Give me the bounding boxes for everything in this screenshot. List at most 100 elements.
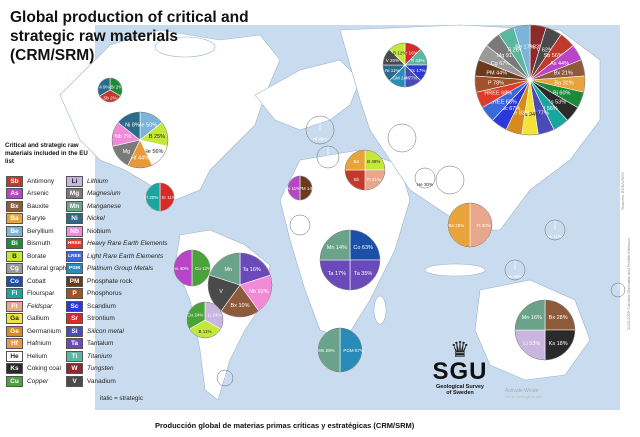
legend-swatch: V <box>66 375 83 387</box>
indonesia-landmass <box>424 263 486 277</box>
pie-label: Sb <box>353 177 359 182</box>
legend-label: Platinum Group Metals <box>87 265 154 272</box>
credits-note: 2023-2025 Carolina Gkionakis and Fredrik… <box>626 238 631 330</box>
pie-label: Si 77% <box>531 111 549 117</box>
pie-label: W 83% <box>526 44 544 50</box>
legend-label: Scandium <box>87 302 116 310</box>
legend-swatch: Fl <box>6 288 23 299</box>
legend-item-lree: LREE Light Rare Earth Elements <box>66 250 163 262</box>
activate-windows-line1: Activate Windo <box>505 388 539 394</box>
legend-swatch: Sc <box>66 300 83 312</box>
pie-label: Hf 49% <box>313 137 328 142</box>
legend-label: Manganese <box>87 202 121 210</box>
pie-outline <box>435 165 465 195</box>
pie-label: Cg 67% <box>491 61 511 67</box>
legend-swatch: Be <box>6 225 23 237</box>
legend-label: Vanadium <box>87 377 116 385</box>
pie-label: Mn 16% <box>522 315 542 321</box>
legend-label: Heavy Rare Earth Elements <box>87 240 168 247</box>
pie-layer: Bi 2%Sb 2%Ni 9%Be 50%B 25%He 56%Hf 44%Mg… <box>98 24 626 387</box>
legend-label: Flourspar <box>27 290 55 297</box>
pie-label: Bx 10% <box>231 303 250 309</box>
legend-item-b: B Borate <box>6 250 46 262</box>
legend-swatch: W <box>66 363 83 374</box>
pie-label: PGM 24% <box>390 76 411 81</box>
pie-outline <box>317 327 363 373</box>
pie-label: Nb 7% <box>115 134 132 140</box>
pie-indonesia: Ni 26% <box>504 259 526 281</box>
pie-label: Sb 56% <box>544 53 563 59</box>
legend-item-fl: Fl Flourspar <box>6 288 54 300</box>
legend-label: Arsenic <box>27 190 49 197</box>
legend-label: Bauxite <box>27 202 49 210</box>
legend-swatch: Cg <box>6 263 23 274</box>
pie-label: Sr 16% <box>403 50 418 55</box>
pie-usa: Be 50% B 25% He 56%Hf 44%Mg Nb 7% Ni 8% <box>111 111 169 169</box>
pie-label: Cu 12% <box>195 266 211 271</box>
pie-label: Be 17% <box>515 44 534 50</box>
legend-swatch: Sb <box>6 175 23 187</box>
legend-label: Helium <box>27 352 48 360</box>
pie-outline <box>382 42 428 88</box>
legend-item-ft: Ft Feldspar <box>6 300 52 312</box>
pie-label: Ni 9% <box>98 84 110 89</box>
legend-label: Feldspar <box>27 302 53 310</box>
pie-label: Ba <box>353 159 359 164</box>
pie-label: PGM 57% <box>343 348 364 353</box>
pie-label: Ta 16% <box>242 267 260 273</box>
legend-item-co: Co Cobalt <box>6 275 46 287</box>
pie-brazil: Ta 16% Nb 92% Bx 10% V Mn <box>207 252 273 318</box>
pie-label: Bx 18% <box>292 229 308 234</box>
pie-label: B 12% <box>393 50 406 55</box>
legend-label: Magnesium <box>87 190 121 197</box>
legend-swatch: Ga <box>6 313 23 324</box>
pie-label: Mn <box>225 267 233 273</box>
sources-note: Sources: BGS/USGS <box>620 172 625 210</box>
legend-item-mn: Mn Manganese <box>66 200 121 212</box>
pie-label: B 11% <box>199 329 212 334</box>
legend-label: Nickel <box>87 215 105 222</box>
pie-outline <box>305 115 335 145</box>
pie-kazakhstan: Be 25% <box>387 123 417 153</box>
pie-label: V 62% <box>537 47 553 53</box>
legend-swatch: Li <box>66 175 83 187</box>
legend-item-nb: Nb Niobium <box>66 225 111 237</box>
legend-label: Light Rare Earth Elements <box>87 252 164 260</box>
pie-qatar: He 30% <box>414 167 436 189</box>
legend-item-hree: HREE Heavy Rare Earth Elements <box>66 238 168 250</box>
legend-swatch: Ta <box>66 338 83 349</box>
pie-label: Be 50% <box>138 122 157 128</box>
legend-swatch: LREE <box>66 250 83 262</box>
pie-outline <box>474 24 586 136</box>
pie-label: He 56% <box>144 149 164 155</box>
legend-swatch: As <box>6 188 23 199</box>
north-america-landmass <box>59 29 281 201</box>
legend-item-ga: Ga Gallium <box>6 313 49 325</box>
pie-label: Ft 21% <box>367 177 381 182</box>
pie-label: B 25% <box>149 134 165 140</box>
legend-swatch: Ti <box>66 350 83 362</box>
legend-label: Baryte <box>27 215 46 222</box>
pie-label: Mg 91% <box>497 53 517 59</box>
pie-label: Mn 14% <box>327 245 347 251</box>
europe-landmass <box>254 59 361 131</box>
pie-china: W 83%V 62%Sb 56% As 44% Bx 21% Ba 32% Bi 60%… <box>474 24 586 136</box>
greenland-landmass <box>154 36 216 58</box>
legend-item-hf: Hf Hafnium <box>6 338 51 350</box>
legend-label: Silicon metal <box>87 327 124 335</box>
pie-tajikistan: Sr 37% <box>435 165 465 195</box>
pie-peru: Cu 12% As 40% <box>173 249 211 287</box>
pie-label: PM 14% <box>299 186 316 191</box>
madagascar-landmass <box>373 295 387 325</box>
legend-item-sr: Sr Strontium <box>66 313 115 325</box>
pie-label: Cu 24% <box>187 312 203 317</box>
legend-swatch: Cu <box>6 375 23 387</box>
pie-mexico: Sr 11%Fl 20% <box>144 182 176 212</box>
legend-label: Coking coal <box>27 365 61 372</box>
pie-label: Bi 60% <box>553 90 571 96</box>
legend-label: Lithium <box>87 177 108 185</box>
pie-label: Mn 29% <box>318 348 335 353</box>
pie-outline <box>544 219 566 241</box>
pie-label: As 40% <box>173 266 189 271</box>
